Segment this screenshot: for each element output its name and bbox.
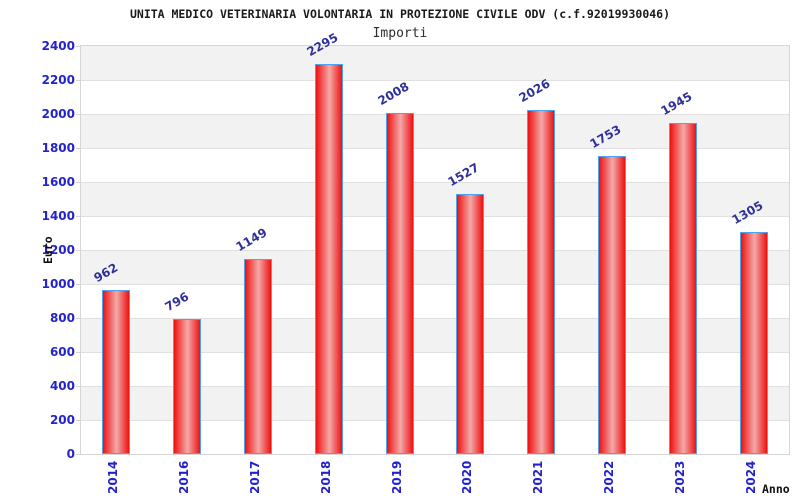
grid-line [81, 182, 789, 183]
y-tick-mark [76, 420, 80, 421]
y-tick-label: 2200 [41, 73, 75, 87]
y-tick-mark [76, 182, 80, 183]
y-tick-mark [76, 284, 80, 285]
grid-line [81, 80, 789, 81]
y-tick-label: 2000 [41, 107, 75, 121]
y-tick-label: 800 [49, 311, 75, 325]
bar-2016 [173, 318, 202, 454]
x-tick-label: 2022 [602, 460, 616, 494]
bar-2024 [739, 232, 768, 454]
y-tick-mark [76, 46, 80, 47]
y-tick-mark [76, 216, 80, 217]
bar-2022 [598, 155, 626, 454]
grid-line [81, 250, 789, 251]
grid-line [81, 352, 789, 353]
x-tick-label: 2020 [460, 460, 475, 494]
grid-line [81, 284, 789, 285]
y-tick-mark [76, 114, 80, 115]
x-tick-label: 2014 [106, 460, 121, 494]
x-axis-title: Anno [762, 482, 790, 496]
y-tick-mark [76, 352, 80, 353]
bar-2014 [102, 290, 131, 454]
x-tick-label: 2017 [248, 460, 262, 494]
grid-band [81, 46, 789, 80]
y-tick-label: 1400 [41, 209, 75, 223]
grid-line [81, 114, 789, 115]
y-tick-label: 2400 [41, 39, 75, 53]
y-tick-mark [76, 386, 80, 387]
y-tick-mark [76, 318, 80, 319]
y-tick-mark [76, 80, 80, 81]
y-tick-label: 400 [49, 379, 75, 393]
x-tick-label: 2018 [318, 460, 333, 494]
y-tick-label: 200 [49, 413, 75, 427]
chart-title: UNITA MEDICO VETERINARIA VOLONTARIA IN P… [129, 7, 671, 21]
grid-line [81, 318, 789, 319]
y-tick-label: 1200 [41, 243, 75, 257]
x-tick-label: 2024 [743, 460, 758, 494]
y-tick-label: 600 [49, 345, 75, 359]
y-tick-mark [76, 148, 80, 149]
grid-band [81, 80, 789, 114]
bar-2023 [668, 123, 697, 454]
grid-line [81, 420, 789, 421]
y-tick-label: 1000 [41, 277, 75, 291]
grid-line [81, 386, 789, 387]
bar-2017 [244, 258, 272, 454]
y-tick-label: 1800 [41, 141, 75, 155]
grid-line [81, 216, 789, 217]
y-axis-title: Euro [41, 236, 55, 264]
bar-2018 [314, 63, 343, 454]
x-tick-label: 2016 [177, 460, 192, 494]
grid-line [81, 148, 789, 149]
x-tick-label: 2021 [531, 460, 546, 494]
y-tick-mark [76, 250, 80, 251]
bar-2020 [456, 194, 485, 454]
bar-2019 [385, 112, 414, 454]
x-tick-label: 2019 [389, 460, 404, 494]
bar-2021 [527, 109, 556, 454]
y-tick-mark [76, 454, 80, 455]
chart-subtitle: Importi [372, 26, 428, 41]
y-tick-label: 0 [66, 447, 75, 461]
x-tick-label: 2023 [672, 460, 687, 494]
y-tick-label: 1600 [41, 175, 75, 189]
